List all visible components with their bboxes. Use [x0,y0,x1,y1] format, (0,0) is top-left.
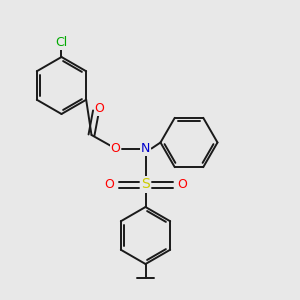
Text: O: O [177,178,187,191]
Text: N: N [141,142,150,155]
Text: O: O [104,178,114,191]
Text: S: S [141,178,150,191]
Text: O: O [95,101,104,115]
Text: Cl: Cl [56,35,68,49]
Text: O: O [111,142,120,155]
